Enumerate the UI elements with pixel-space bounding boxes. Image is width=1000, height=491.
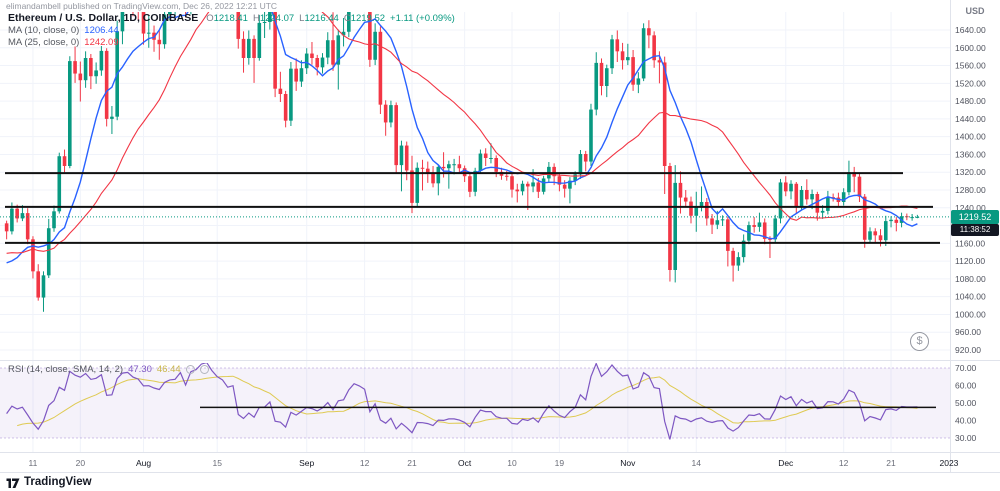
rsi-smoothing-line[interactable] (17, 375, 918, 427)
bar-countdown: 11:38:52 (951, 223, 999, 236)
dollar-circle-button[interactable]: $ (910, 332, 929, 351)
currency-axis-label[interactable]: USD (965, 6, 985, 16)
svg-text:1440.00: 1440.00 (955, 114, 986, 124)
svg-text:40.00: 40.00 (955, 416, 977, 426)
svg-text:19: 19 (555, 458, 565, 468)
svg-text:14: 14 (692, 458, 702, 468)
svg-text:Sep: Sep (299, 458, 314, 468)
svg-text:1120.00: 1120.00 (955, 256, 985, 266)
last-price-label: 1219.52 (951, 209, 999, 224)
open-value: O 1218.41 (206, 12, 248, 24)
svg-text:1360.00: 1360.00 (955, 149, 986, 159)
svg-text:1400.00: 1400.00 (955, 132, 986, 142)
dollar-icon: $ (916, 335, 923, 347)
svg-text:20: 20 (76, 458, 86, 468)
publish-watermark: elimandambell published on TradingView.c… (6, 1, 278, 11)
change-value: +1.11 (+0.09%) (390, 12, 455, 24)
close-value: C 1219.52 (343, 12, 386, 24)
svg-text:1000.00: 1000.00 (955, 309, 986, 319)
svg-text:1640.00: 1640.00 (955, 25, 986, 35)
ma-10-line[interactable] (6, 0, 918, 264)
svg-text:920.00: 920.00 (955, 345, 981, 355)
ma-fast-value: 1206.44 (84, 24, 119, 36)
svg-text:12: 12 (839, 458, 849, 468)
svg-text:60.00: 60.00 (955, 381, 977, 391)
svg-text:1560.00: 1560.00 (955, 61, 986, 71)
svg-text:Nov: Nov (620, 458, 636, 468)
svg-text:1240.00: 1240.00 (955, 203, 986, 213)
svg-text:21: 21 (407, 458, 417, 468)
svg-text:1320.00: 1320.00 (955, 167, 986, 177)
svg-text:1600.00: 1600.00 (955, 43, 986, 53)
svg-text:Aug: Aug (136, 458, 151, 468)
tradingview-logo-text: TradingView (24, 476, 92, 488)
svg-text:1160.00: 1160.00 (955, 238, 985, 248)
rsi-settings-icon[interactable] (199, 365, 209, 374)
symbol-legend-row[interactable]: Ethereum / U.S. Dollar, 1D, COINBASE O 12… (8, 12, 455, 24)
chart-legend: Ethereum / U.S. Dollar, 1D, COINBASE O 12… (8, 12, 455, 48)
svg-text:21: 21 (886, 458, 896, 468)
svg-text:1520.00: 1520.00 (955, 78, 986, 88)
tradingview-logo[interactable]: TradingView (6, 476, 92, 489)
svg-text:50.00: 50.00 (955, 398, 977, 408)
ma-slow-value: 1242.09 (84, 36, 119, 48)
rsi-legend[interactable]: RSI (14, close, SMA, 14, 2) 47.30 46.44 (8, 364, 209, 375)
svg-text:1480.00: 1480.00 (955, 96, 986, 106)
time-axis-labels[interactable]: 11 20 Aug 15 Sep 12 21 Oct 10 19 Nov 14 Dec 12 21 2023 (29, 458, 959, 468)
svg-text:1080.00: 1080.00 (955, 274, 986, 284)
svg-text:1280.00: 1280.00 (955, 185, 986, 195)
svg-text:Dec: Dec (778, 458, 794, 468)
svg-text:960.00: 960.00 (955, 327, 981, 337)
rsi-legend-title: RSI (14, close, SMA, 14, 2) (8, 364, 124, 375)
symbol-title[interactable]: Ethereum / U.S. Dollar, 1D, COINBASE (8, 12, 199, 24)
high-value: H 1224.07 (252, 12, 295, 24)
rsi-band (0, 368, 950, 438)
svg-text:30.00: 30.00 (955, 433, 977, 443)
svg-text:10: 10 (507, 458, 517, 468)
rsi-line[interactable] (6, 363, 918, 440)
tradingview-logo-icon (6, 478, 20, 488)
svg-text:11: 11 (29, 458, 38, 468)
ma-slow-legend-row[interactable]: MA (25, close, 0) 1242.09 (8, 36, 119, 48)
ma-fast-legend-row[interactable]: MA (10, close, 0) 1206.44 (8, 24, 119, 36)
svg-text:1040.00: 1040.00 (955, 292, 986, 302)
ma-25-line[interactable] (6, 0, 918, 254)
svg-text:70.00: 70.00 (955, 363, 977, 373)
rsi-value: 47.30 (128, 364, 152, 375)
low-value: L 1216.44 (299, 12, 339, 24)
price-axis-labels[interactable]: 1640.00 1600.00 1560.00 1520.00 1480.00 1440.… (955, 25, 986, 443)
rsi-eye-icon[interactable] (185, 365, 195, 374)
svg-text:Oct: Oct (458, 458, 472, 468)
svg-text:12: 12 (360, 458, 370, 468)
footer-bar: TradingView (0, 473, 1000, 491)
svg-text:15: 15 (212, 458, 222, 468)
rsi-smoothing-value: 46.44 (156, 364, 181, 375)
svg-text:2023: 2023 (939, 458, 958, 468)
